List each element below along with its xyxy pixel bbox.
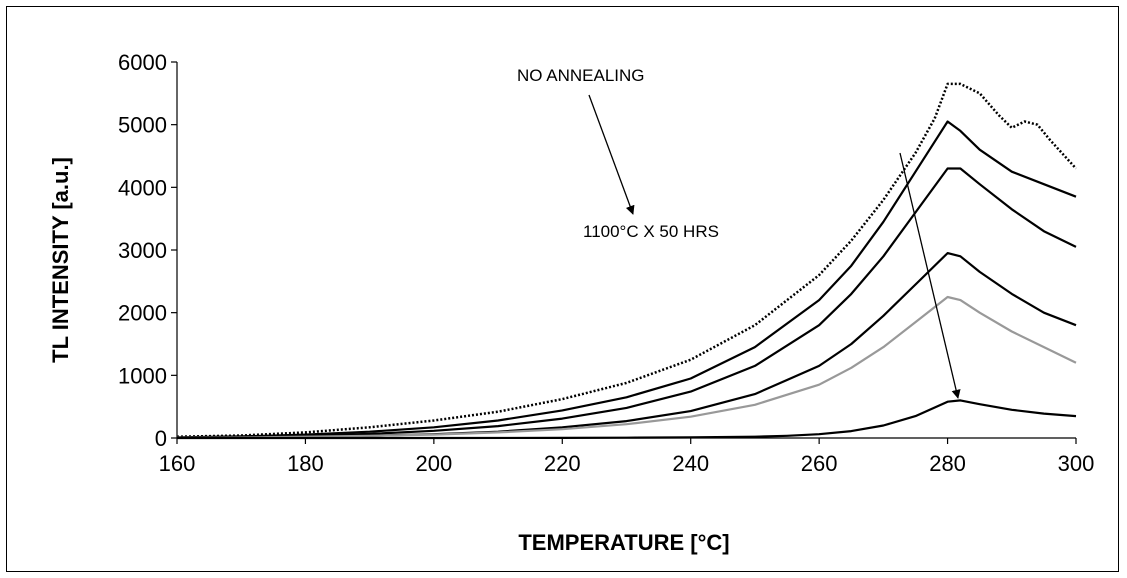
tl-glow-curve-chart: 0 1000 2000 3000 4000 5000 6000 160 180 200 220 240… (48, 50, 1094, 555)
y-tick-label: 4000 (118, 175, 167, 200)
y-tick-label: 1000 (118, 363, 167, 388)
y-tick-label: 3000 (118, 238, 167, 263)
series-line-1 (176, 82, 1077, 438)
annotation-arrow-left (588, 94, 635, 215)
y-tick-label: 2000 (118, 301, 167, 326)
annotation-no-annealing: NO ANNEALING (517, 66, 645, 85)
x-tick-label: 220 (544, 451, 581, 476)
chart-frame: 0 1000 2000 3000 4000 5000 6000 160 180 200 220 240… (6, 6, 1119, 572)
y-tick-label: 0 (155, 426, 167, 451)
x-tick-label: 260 (801, 451, 838, 476)
x-tick-label: 200 (415, 451, 452, 476)
x-tick-label: 160 (159, 451, 196, 476)
series-line-4 (176, 252, 1077, 439)
series-line-2 (176, 120, 1077, 439)
x-axis-title: TEMPERATURE [°C] (518, 530, 729, 555)
y-axis-title: TL INTENSITY [a.u.] (48, 157, 73, 363)
y-tick-label: 6000 (118, 50, 167, 75)
series-layer (176, 82, 1077, 440)
annotation-1100c-50hrs: 1100°C X 50 HRS (583, 222, 719, 241)
x-tick-label: 180 (287, 451, 324, 476)
x-tick-label: 300 (1058, 451, 1095, 476)
y-tick-label: 5000 (118, 113, 167, 138)
annotation-arrow-right (899, 152, 961, 399)
x-tick-label: 280 (929, 451, 966, 476)
series-line-3 (176, 167, 1077, 439)
annotation-layer: NO ANNEALING 1100°C X 50 HRS (517, 66, 961, 399)
axes: 0 1000 2000 3000 4000 5000 6000 160 180 200 220 240… (118, 50, 1094, 476)
series-line-6 (177, 399, 1077, 440)
series-line-5 (176, 295, 1077, 439)
x-tick-label: 240 (672, 451, 709, 476)
